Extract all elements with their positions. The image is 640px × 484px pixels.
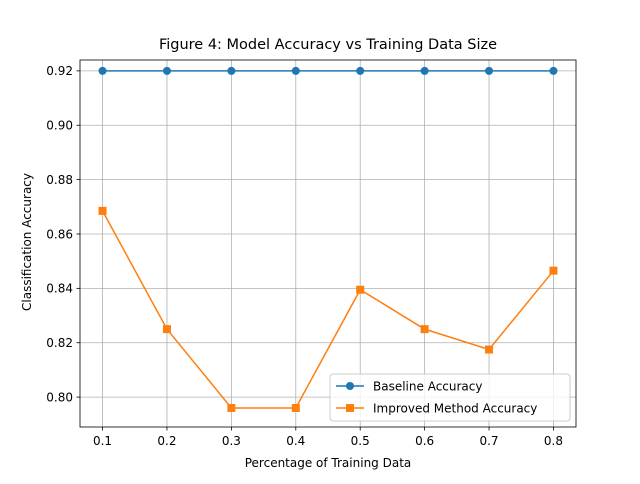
x-axis-label: Percentage of Training Data	[245, 456, 412, 470]
data-point	[356, 66, 365, 75]
y-tick-label: 0.88	[46, 173, 73, 187]
x-tick-label: 0.3	[222, 434, 241, 448]
x-tick-label: 0.8	[544, 434, 563, 448]
data-point	[291, 403, 300, 412]
data-point	[420, 66, 429, 75]
legend-swatch-marker	[346, 382, 354, 390]
y-tick-label: 0.92	[46, 64, 73, 78]
data-point	[549, 66, 558, 75]
series-line	[101, 210, 555, 409]
y-tick-label: 0.82	[46, 336, 73, 350]
data-point	[162, 66, 171, 75]
legend-swatch-marker	[346, 404, 354, 412]
data-point	[98, 66, 107, 75]
x-tick-label: 0.2	[157, 434, 176, 448]
legend: Baseline Accuracy Improved Method Accurac…	[329, 373, 571, 422]
data-point	[98, 206, 107, 215]
data-point	[485, 66, 494, 75]
data-point	[291, 66, 300, 75]
y-axis-label: Classification Accuracy	[20, 173, 34, 311]
y-tick-label: 0.80	[46, 390, 73, 404]
legend-entries: Baseline Accuracy Improved Method Accurac…	[336, 379, 537, 415]
legend-label: Baseline Accuracy	[373, 379, 482, 393]
data-point	[162, 325, 171, 334]
x-tick-label: 0.5	[351, 434, 370, 448]
data-point	[227, 403, 236, 412]
plot-frame	[79, 59, 577, 428]
x-tick-label: 0.6	[415, 434, 434, 448]
data-point	[420, 325, 429, 334]
data-point	[356, 285, 365, 294]
data-point	[227, 66, 236, 75]
y-tick-label: 0.90	[46, 119, 73, 133]
data-point	[485, 345, 494, 354]
x-tick-label: 0.4	[286, 434, 305, 448]
series-baseline	[98, 66, 558, 75]
x-tick-label: 0.7	[479, 434, 498, 448]
chart-title: Figure 4: Model Accuracy vs Training Dat…	[159, 37, 497, 53]
series-layer	[98, 66, 558, 412]
axes-layer: 0.1 0.2 0.3 0.4 0.5 0.6 0.7 0.8 0.80 0.82 0.84 0.86…	[46, 59, 577, 448]
legend-label: Improved Method Accuracy	[373, 401, 537, 415]
legend-entry: Baseline Accuracy	[336, 379, 482, 393]
x-tick-label: 0.1	[93, 434, 112, 448]
y-tick-label: 0.86	[46, 227, 73, 241]
data-point	[549, 266, 558, 275]
y-tick-label: 0.84	[46, 282, 73, 296]
legend-box	[329, 373, 571, 422]
series-improved	[98, 206, 558, 412]
legend-entry: Improved Method Accuracy	[336, 401, 537, 415]
